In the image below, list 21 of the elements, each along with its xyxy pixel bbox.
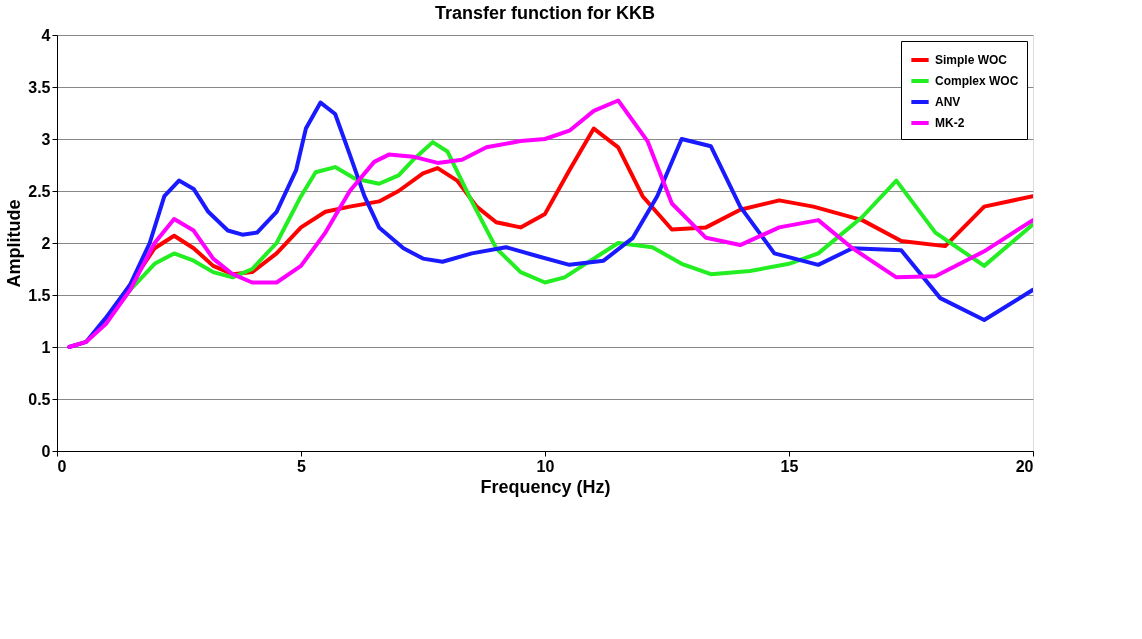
y-tick-label: 2.5 [28,182,51,200]
y-tick-label: 1.5 [28,286,51,304]
y-tick-label: 0 [41,442,51,460]
legend-label: ANV [935,95,961,109]
legend-label: Complex WOC [935,74,1019,88]
y-tick-label: 0.5 [28,390,51,408]
x-axis-title: Frequency (Hz) [480,476,611,497]
x-tick-label: 0 [57,457,67,475]
y-tick-label: 3 [41,130,51,148]
legend-label: MK-2 [935,116,965,130]
y-tick-label: 2 [41,234,51,252]
y-tick-label: 3.5 [28,78,51,96]
legend-label: Simple WOC [935,53,1008,67]
y-axis-title: Amplitude [4,199,25,288]
x-tick-label: 5 [297,457,307,475]
x-tick-label: 20 [1015,457,1034,475]
x-tick-label: 15 [780,457,799,475]
x-tick-label: 10 [536,457,555,475]
y-tick-label: 4 [41,26,51,44]
chart-title: Transfer function for KKB [434,3,656,23]
y-tick-label: 1 [41,338,51,356]
